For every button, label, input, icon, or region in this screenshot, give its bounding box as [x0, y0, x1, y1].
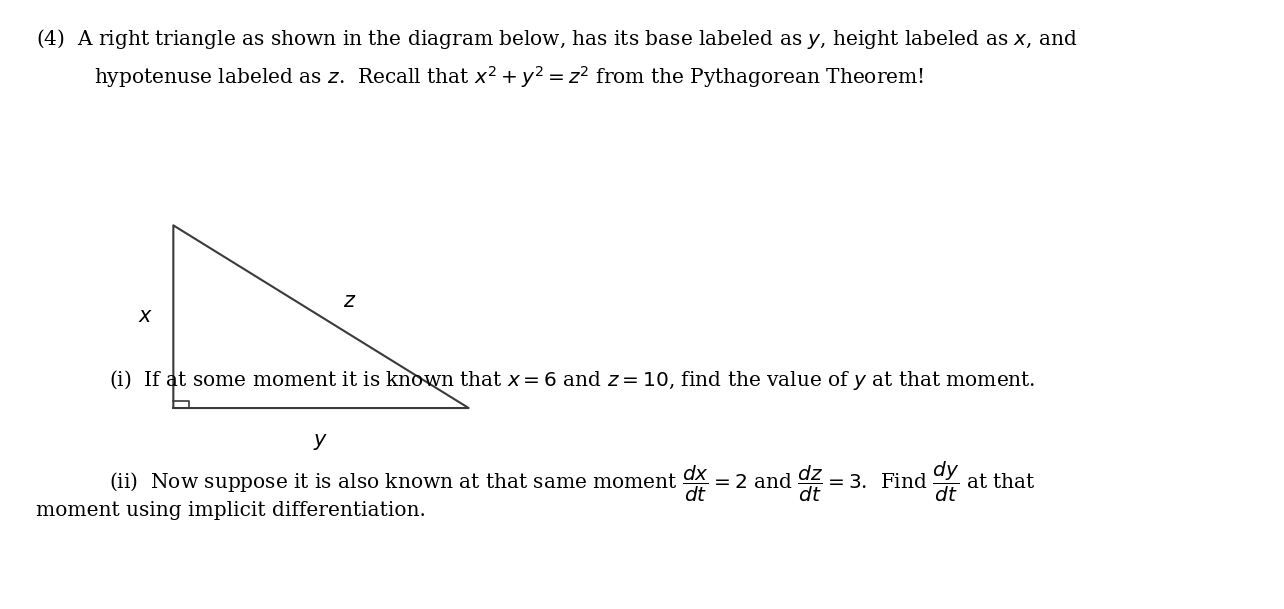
Text: (4)  A right triangle as shown in the diagram below, has its base labeled as $y$: (4) A right triangle as shown in the dia… — [36, 27, 1077, 51]
Text: $y$: $y$ — [313, 432, 329, 451]
Text: (i)  If at some moment it is known that $x = 6$ and $z = 10$, find the value of : (i) If at some moment it is known that $… — [109, 368, 1036, 392]
Text: moment using implicit differentiation.: moment using implicit differentiation. — [36, 501, 426, 519]
Text: $z$: $z$ — [343, 292, 356, 311]
Text: hypotenuse labeled as $z$.  Recall that $x^2 + y^2 = z^2$ from the Pythagorean T: hypotenuse labeled as $z$. Recall that $… — [94, 64, 923, 90]
Text: (ii)  Now suppose it is also known at that same moment $\dfrac{dx}{dt} = 2$ and : (ii) Now suppose it is also known at tha… — [109, 460, 1036, 504]
Text: $x$: $x$ — [137, 307, 153, 326]
